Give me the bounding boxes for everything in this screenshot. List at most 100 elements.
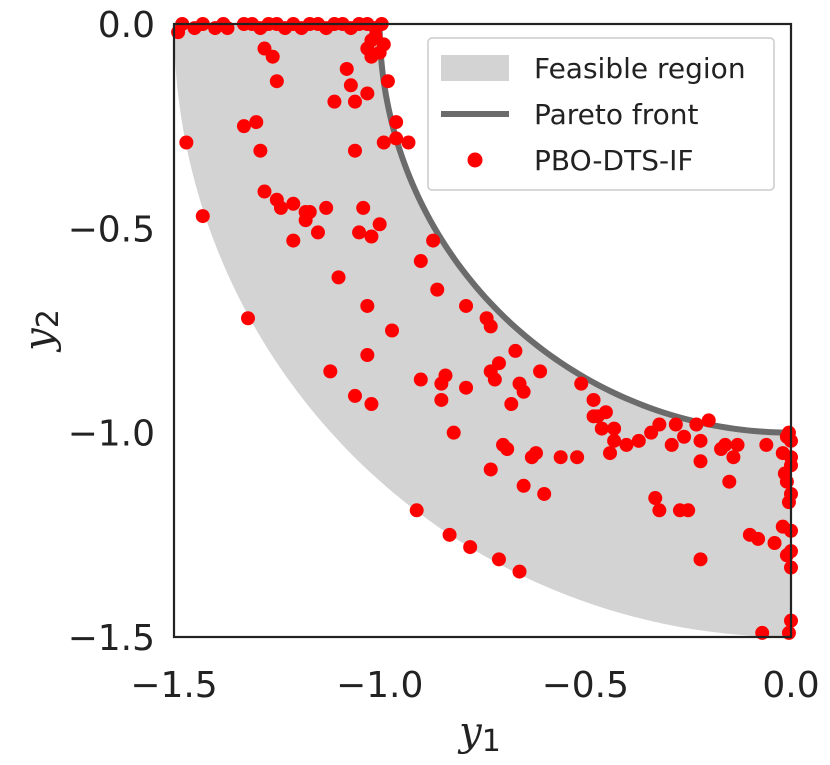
data-point — [508, 343, 523, 358]
data-point — [574, 376, 589, 391]
data-point — [413, 372, 428, 387]
data-point — [603, 446, 618, 461]
x-tick-label: −0.5 — [542, 665, 629, 706]
data-point — [434, 392, 449, 407]
data-point — [487, 372, 502, 387]
data-point — [533, 364, 548, 379]
x-tick-label: −1.5 — [130, 665, 217, 706]
data-point — [409, 503, 424, 518]
data-point — [722, 474, 737, 489]
data-point — [376, 135, 391, 150]
data-point — [331, 270, 346, 285]
data-point — [360, 348, 375, 363]
data-point — [767, 536, 782, 551]
legend-label-pareto: Pareto front — [534, 98, 699, 131]
data-point — [286, 233, 301, 248]
legend-swatch-feasible — [441, 55, 509, 81]
data-point — [273, 200, 288, 215]
x-tick-label: −1.0 — [336, 665, 423, 706]
data-point — [598, 405, 613, 420]
data-point — [401, 135, 416, 150]
data-point — [323, 364, 338, 379]
data-point — [516, 384, 531, 399]
y-tick-label: 0.0 — [98, 5, 155, 46]
data-point — [701, 413, 716, 428]
data-point — [483, 319, 498, 334]
data-point — [730, 437, 745, 452]
data-point — [360, 298, 375, 313]
data-point — [389, 115, 404, 130]
data-point — [446, 425, 461, 440]
data-point — [179, 135, 194, 150]
data-point — [491, 356, 506, 371]
data-point — [693, 454, 708, 469]
data-point — [652, 417, 667, 432]
data-point — [726, 450, 741, 465]
feasible-region-area — [174, 24, 791, 637]
x-tick-label: 0.0 — [762, 665, 819, 706]
data-point — [195, 209, 210, 224]
data-point — [310, 225, 325, 240]
data-point — [356, 200, 371, 215]
data-point — [430, 282, 445, 297]
data-point — [438, 368, 453, 383]
data-point — [372, 45, 387, 60]
data-point — [339, 61, 354, 76]
data-point — [389, 131, 404, 146]
data-point — [459, 380, 474, 395]
data-point — [463, 540, 478, 555]
legend-label-feasible: Feasible region — [534, 52, 746, 85]
y-tick-label: −0.5 — [68, 209, 155, 250]
data-point — [372, 217, 387, 232]
data-point — [426, 233, 441, 248]
legend: Feasible region Pareto front PBO-DTS-IF — [427, 37, 775, 191]
y-tick-labels: 0.0 −0.5 −1.0 −1.5 — [68, 5, 155, 659]
data-point — [631, 433, 646, 448]
y-axis-label: y2 — [16, 309, 66, 353]
data-point — [512, 564, 527, 579]
data-point — [504, 397, 519, 412]
data-point — [347, 388, 362, 403]
data-point — [594, 421, 609, 436]
data-point — [364, 229, 379, 244]
data-point — [553, 450, 568, 465]
data-point — [668, 417, 683, 432]
data-point — [516, 478, 531, 493]
legend-swatch-points — [467, 152, 483, 168]
data-point — [586, 409, 601, 424]
y-tick-label: −1.0 — [68, 414, 155, 455]
data-point — [652, 503, 667, 518]
data-point — [385, 323, 400, 338]
y-tick-label: −1.5 — [68, 618, 155, 659]
data-point — [249, 115, 264, 130]
data-point — [347, 94, 362, 109]
data-point — [693, 552, 708, 567]
data-point — [759, 437, 774, 452]
data-point — [253, 143, 268, 158]
data-point — [257, 184, 272, 199]
data-point — [364, 397, 379, 412]
data-point — [693, 433, 708, 448]
data-point — [751, 531, 766, 546]
data-point — [570, 450, 585, 465]
data-point — [677, 429, 692, 444]
data-point — [586, 392, 601, 407]
legend-label-points: PBO-DTS-IF — [534, 144, 693, 177]
data-point — [442, 527, 457, 542]
data-point — [664, 437, 679, 452]
data-point — [241, 311, 256, 326]
data-point — [491, 552, 506, 567]
data-point — [483, 462, 498, 477]
data-point — [343, 78, 358, 93]
data-point — [528, 446, 543, 461]
data-point — [689, 417, 704, 432]
legend-box — [427, 37, 775, 191]
data-point — [269, 74, 284, 89]
data-point — [265, 49, 280, 64]
data-point — [718, 437, 733, 452]
x-axis-label: y1 — [457, 709, 501, 759]
data-point — [619, 437, 634, 452]
data-point — [681, 503, 696, 518]
data-point — [286, 196, 301, 211]
